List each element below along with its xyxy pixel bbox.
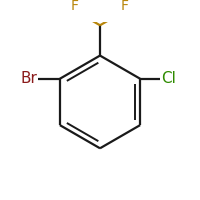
Text: F: F bbox=[121, 0, 129, 13]
Text: Br: Br bbox=[20, 71, 37, 86]
Text: Cl: Cl bbox=[161, 71, 176, 86]
Text: F: F bbox=[71, 0, 79, 13]
